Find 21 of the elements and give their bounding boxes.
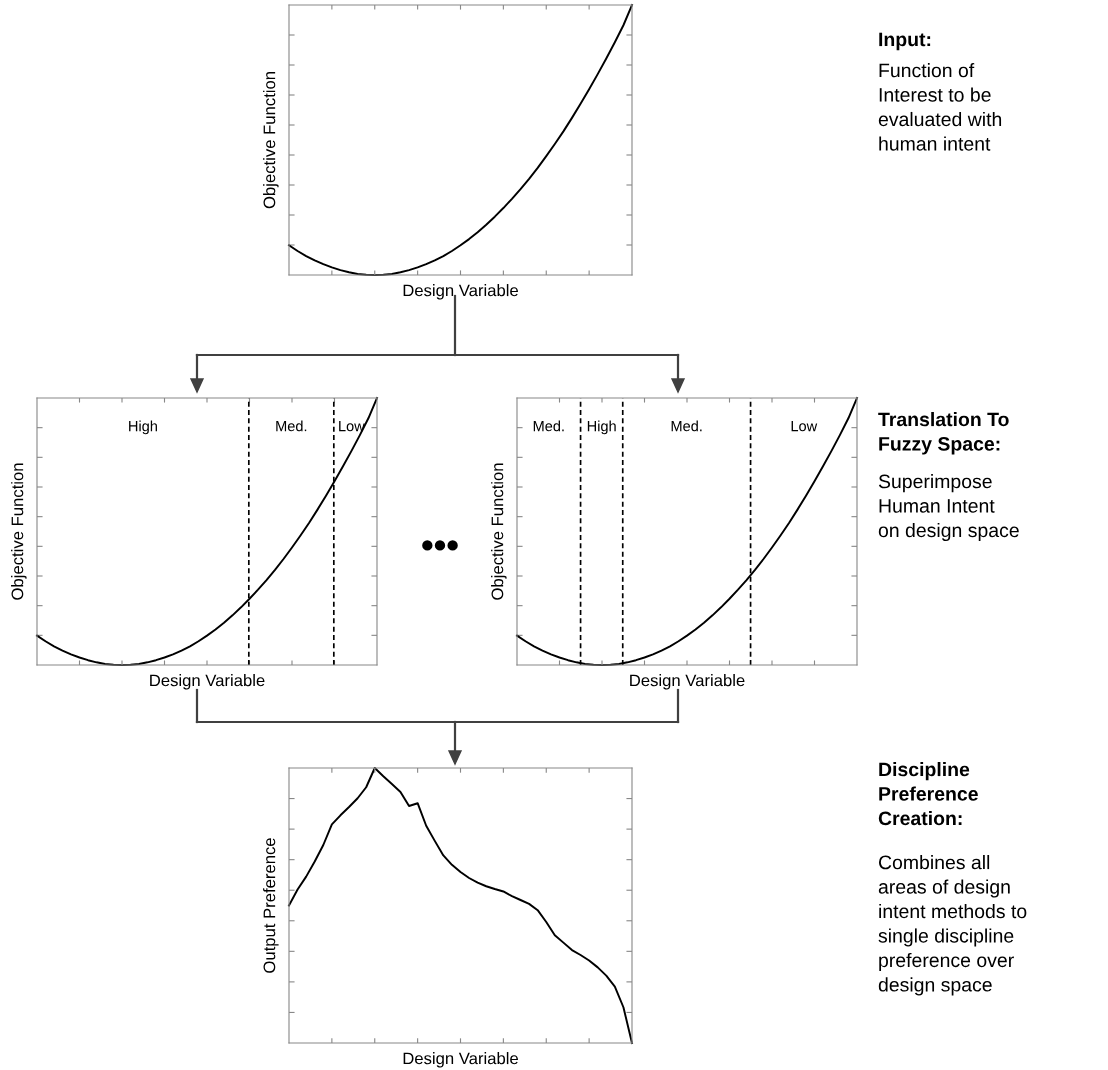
text: Input: xyxy=(879,32,931,51)
y-axis-title: Objective Function xyxy=(11,463,27,600)
text: Discipline Preference Creation: xyxy=(878,762,978,826)
y-axis-title: Objective Function xyxy=(491,463,507,600)
x-axis-title: Design Variable xyxy=(403,1052,518,1068)
annotation: High xyxy=(129,420,157,435)
text: Combines all areas of design intent methods to single discipline preference over design space xyxy=(878,855,1027,996)
text: Function of Interest to be evaluated with human intent xyxy=(878,63,1002,151)
annotation: Med. xyxy=(276,420,307,432)
x-axis-title: Design Variable xyxy=(403,284,518,300)
text: ••• xyxy=(422,540,458,551)
annotation: Med. xyxy=(671,420,702,432)
x-axis-title: Design Variable xyxy=(150,674,265,690)
x-axis-title: Design Variable xyxy=(630,674,745,690)
annotation: Low xyxy=(791,421,818,432)
y-axis-title: Objective Function xyxy=(263,72,279,209)
text: Superimpose Human Intent on design space xyxy=(878,474,1019,542)
text: Translation To Fuzzy Space: xyxy=(878,412,1009,455)
annotation: Med. xyxy=(533,420,564,432)
annotation: High xyxy=(587,420,616,435)
y-axis-title: Output Preference xyxy=(263,838,279,973)
